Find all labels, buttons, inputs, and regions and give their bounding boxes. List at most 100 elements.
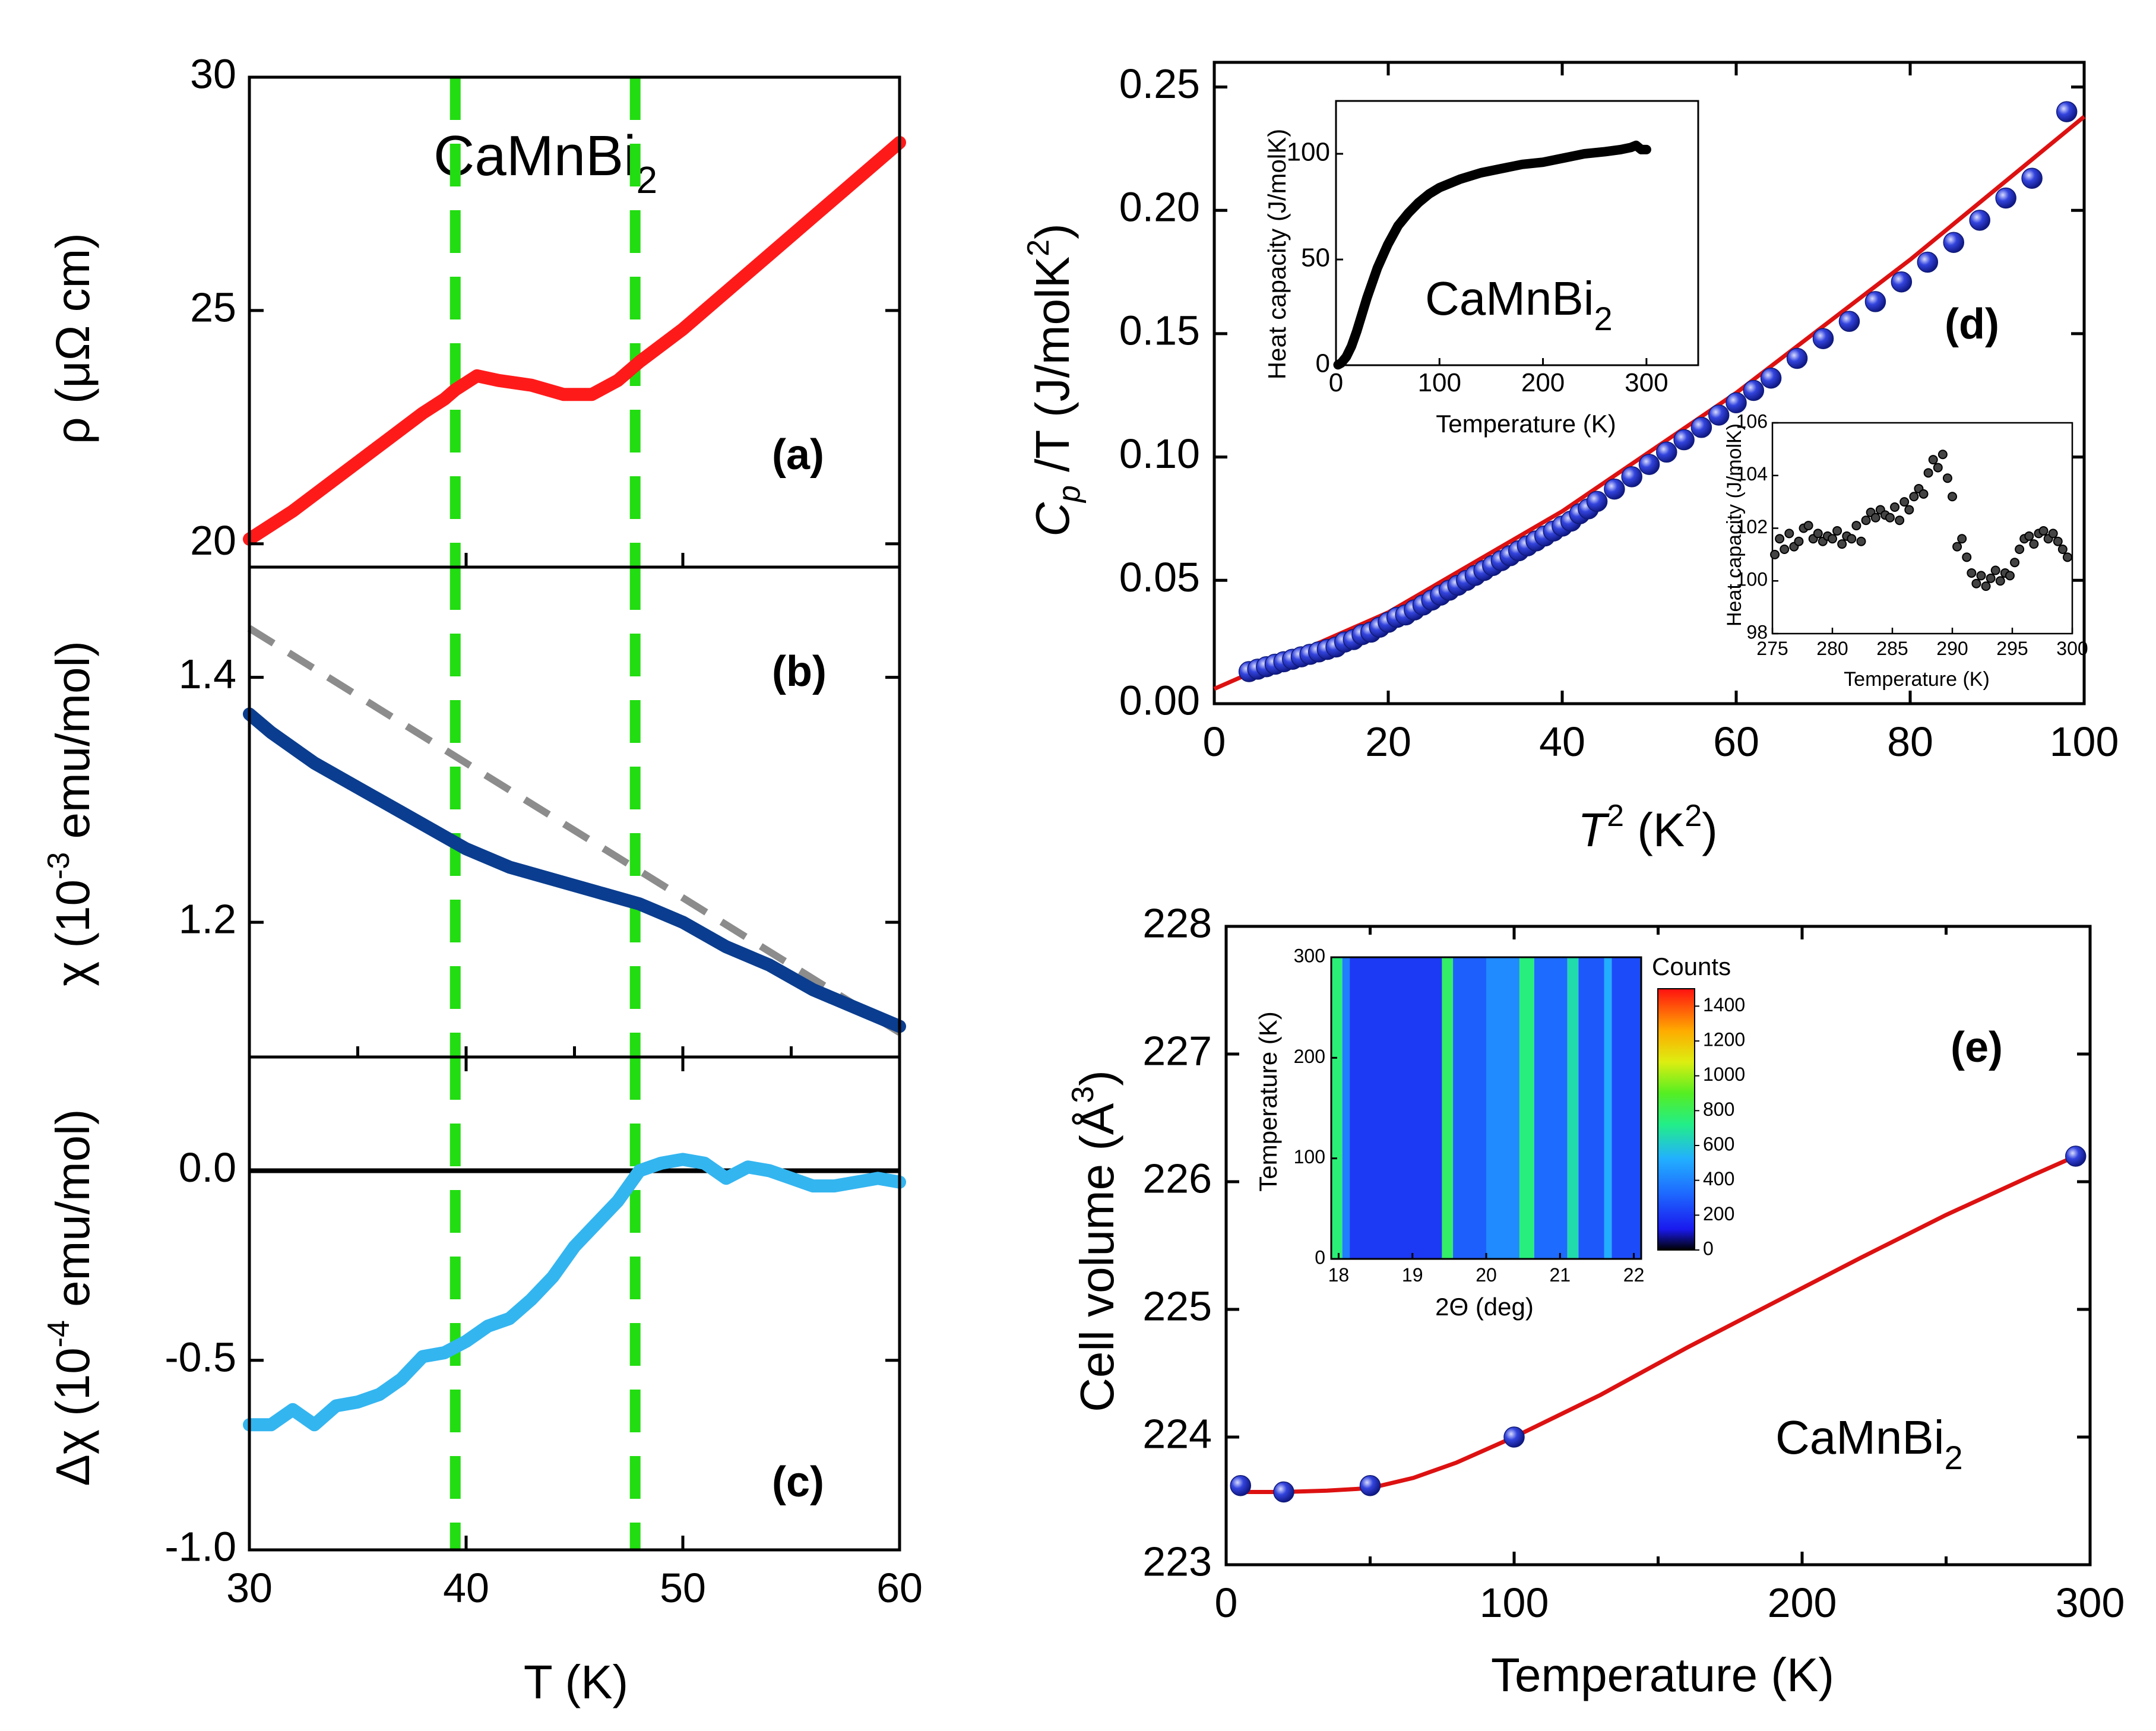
panel-e-formula-sub: 2 — [1945, 1439, 1963, 1476]
panel-c-ylabel-sup: -4 — [42, 1320, 76, 1347]
inset2-xtick-label: 290 — [1936, 638, 1968, 659]
panel-d-ytick-label: 0.25 — [1119, 61, 1200, 107]
inset2-data-point — [1861, 515, 1871, 526]
inset2-data-point — [2005, 571, 2015, 581]
inset2-ytick-label: 98 — [1746, 621, 1768, 643]
panel-b-chi-line — [243, 707, 906, 1033]
panel-e-fit-line — [1240, 1154, 2077, 1494]
panel-b-ylabel-part1: χ (10 — [46, 879, 99, 986]
inset2-data-point — [1885, 512, 1895, 523]
inset2-data-point — [1890, 502, 1900, 512]
panel-d-ylabel: Cp /T (J/molK2) — [1021, 223, 1087, 537]
inset2-data-point — [1971, 578, 1981, 588]
inset2-data-point — [1904, 505, 1914, 515]
panel-d-data-point — [1621, 466, 1642, 488]
inset2-xtick-label: 285 — [1876, 638, 1908, 659]
inset2-data-point — [1967, 568, 1977, 578]
panel-d-ylabel-sub: p — [1052, 485, 1087, 504]
panel-d-data-point — [2021, 167, 2043, 189]
panel-d-ytick-label: 0.10 — [1119, 431, 1200, 477]
panel-e-formula: CaMnBi2 — [1775, 1411, 1963, 1476]
inset1-formula-sub: 2 — [1594, 300, 1613, 337]
panel-e-ylabel-part2: ) — [1071, 1070, 1123, 1086]
panel-d-plot-area: 0.000.050.100.150.200.250 20 40 60 80 1000501… — [1119, 61, 2119, 765]
colorbar — [1657, 988, 1695, 1251]
panel-e-xtick-label: 0 — [1215, 1580, 1238, 1626]
panel-e-ylabel: Cell volume (Å3) — [1066, 1070, 1123, 1412]
panel-b-ytick-label: 1.4 — [179, 651, 236, 697]
inset1-xtick-label: 300 — [1625, 368, 1668, 397]
panel-c-xtick-label: 50 — [660, 1565, 706, 1611]
panel-a-ytick-label: 25 — [190, 284, 236, 330]
inset2-data-point — [1770, 549, 1780, 559]
panel-c-ylabel: Δχ (10-4 emu/mol) — [42, 1109, 99, 1486]
panel-e-ytick-label: 228 — [1142, 900, 1212, 946]
panel-d-ylabel-end: ) — [1026, 223, 1079, 239]
panel-d-data-point — [1656, 441, 1677, 463]
heatmap-stripe — [1612, 957, 1641, 1259]
panel-d-xlabel-sup1: 2 — [1607, 799, 1624, 833]
panel-b: χ (10-3 emu/mol) (b) 1.2 1.4 — [42, 565, 906, 1059]
panel-d-data-point — [1838, 311, 1860, 332]
inset1-xtick-label: 200 — [1521, 368, 1565, 397]
panel-c-label: (c) — [772, 1458, 824, 1506]
inset2-ytick-label: 106 — [1736, 410, 1768, 432]
inset2-xtick-label: 280 — [1816, 638, 1848, 659]
inset2-data-point — [1948, 492, 1957, 502]
inset2-data-point — [2010, 558, 2020, 568]
panel-d-xtick-label: 40 — [1539, 719, 1585, 765]
panel-d-data-point — [1891, 271, 1913, 293]
panel-d-data-point — [1604, 478, 1625, 500]
panel-b-ylabel-part2: emu/mol) — [46, 641, 99, 852]
heatmap-xtick-label: 18 — [1328, 1264, 1350, 1286]
colorbar-tick-label: 1200 — [1703, 1029, 1745, 1050]
heatmap-stripe — [1453, 957, 1486, 1259]
panel-d-xlabel-sup2: 2 — [1685, 799, 1702, 833]
inset2-ytick-label: 104 — [1736, 463, 1768, 485]
panel-e: Cell volume (Å3) Temperature (K) (e) CaM… — [1066, 900, 2125, 1701]
inset1-formula-base: CaMnBi — [1425, 272, 1594, 325]
panel-e-ylabel-part1: Cell volume (Å — [1071, 1103, 1123, 1412]
colorbar-tick-label: 800 — [1703, 1099, 1734, 1120]
inset2-data-point — [1895, 515, 1905, 526]
inset2-xtick-label: 300 — [2056, 638, 2088, 659]
panel-d-xlabel-mid: (K — [1624, 803, 1685, 856]
panel-a-plot-area: 20 25 30 — [190, 50, 906, 569]
inset2-data-point — [1813, 529, 1823, 539]
panel-d-data-point — [1917, 251, 1939, 273]
inset2-data-point — [2024, 531, 2034, 541]
inset2-data-point — [1933, 463, 1943, 473]
inset2-data-point — [1794, 536, 1804, 546]
colorbar-tick-label: 200 — [1703, 1203, 1734, 1224]
inset2-data-point — [1780, 545, 1790, 554]
panel-d-ytick-label: 0.05 — [1119, 554, 1200, 600]
panel-a-label: (a) — [772, 431, 824, 479]
panel-e-ylabel-sup: 3 — [1066, 1086, 1100, 1103]
heatmap-stripe — [1331, 957, 1343, 1259]
heatmap-xtick-label: 19 — [1402, 1264, 1423, 1286]
heatmap-ytick-label: 300 — [1294, 945, 1325, 966]
panel-c-ylabel-part2: emu/mol) — [46, 1109, 99, 1320]
panel-c-xlabel: T (K) — [524, 1656, 628, 1708]
panel-e-label: (e) — [1951, 1024, 2003, 1071]
panel-c-frame — [248, 1055, 901, 1552]
inset2-data-point — [1986, 573, 1996, 583]
heatmap-ylabel: Temperature (K) — [1254, 1011, 1282, 1191]
panel-d-xtick-label: 20 — [1365, 719, 1411, 765]
inset2-data-point — [1981, 581, 1991, 591]
heatmap-stripe — [1519, 957, 1534, 1259]
colorbar-title: Counts — [1652, 952, 1731, 980]
inset2-data-point — [1847, 534, 1857, 544]
panel-b-plot-area: 1.2 1.4 — [179, 565, 906, 1059]
panel-d-xlabel-t: T — [1578, 803, 1610, 856]
panel-d-xtick-label: 60 — [1713, 719, 1759, 765]
inset2-data-point — [1803, 521, 1813, 531]
panel-d-data-point — [1943, 232, 1964, 253]
heatmap-stripe — [1350, 957, 1442, 1259]
inset1-ytick-label: 0 — [1316, 349, 1330, 378]
panel-d-xtick-label: 100 — [2050, 719, 2119, 765]
panel-e-ytick-label: 225 — [1142, 1283, 1212, 1329]
panel-d-data-point — [1690, 417, 1712, 438]
